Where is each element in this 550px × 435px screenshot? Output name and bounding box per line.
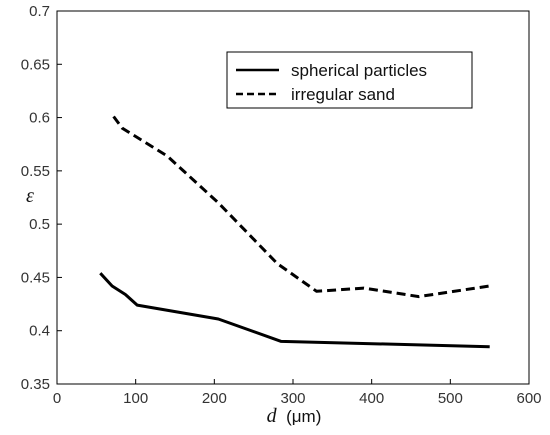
x-tick-label: 400 [359,390,384,407]
legend-label-irregular: irregular sand [291,85,395,104]
y-tick-label: 0.7 [29,3,50,20]
y-axis: 0.35 0.4 0.45 0.5 0.55 0.6 0.65 0.7 [21,3,62,393]
y-tick-label: 0.45 [21,269,50,286]
x-tick-label: 100 [123,390,148,407]
series-layer [99,115,490,349]
y-axis-label: ε [26,185,34,207]
x-tick-label: 500 [438,390,463,407]
x-tick-label: 200 [202,390,227,407]
y-tick-label: 0.5 [29,216,50,233]
series-line-0 [99,272,490,349]
x-tick-label: 600 [516,390,541,407]
x-axis-label: d (μm) [267,405,322,427]
y-tick-label: 0.6 [29,110,50,127]
legend-box [226,51,473,109]
legend: spherical particles irregular sand [226,51,473,109]
x-axis: 0 100 200 300 400 500 600 [53,379,542,407]
series-line-1 [112,115,490,299]
y-tick-label: 0.55 [21,163,50,180]
legend-label-spherical: spherical particles [291,61,427,80]
y-tick-label: 0.4 [29,323,50,340]
x-tick-label: 300 [280,390,305,407]
y-tick-label: 0.65 [21,56,50,73]
y-tick-label: 0.35 [21,376,50,393]
x-tick-label: 0 [53,390,61,407]
